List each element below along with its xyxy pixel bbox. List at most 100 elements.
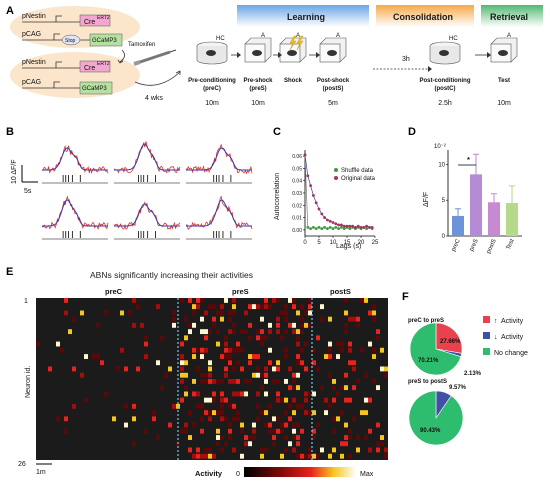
heat-cell: [208, 397, 212, 403]
stop-cassette: [61, 34, 81, 46]
x-tick-label: Test: [506, 238, 516, 251]
autocorr-y-label: Autocorrelation: [274, 173, 281, 220]
y-tick-label: 0.05: [292, 166, 302, 172]
heat-cell: [220, 391, 224, 397]
heat-cell: [280, 310, 284, 316]
heat-cell: [188, 410, 192, 416]
heat-cell: [196, 453, 200, 459]
heat-cell: [212, 453, 216, 459]
heat-cell: [240, 428, 244, 434]
heat-cell: [220, 316, 224, 322]
heat-cell: [208, 329, 212, 335]
heat-cell: [324, 354, 328, 359]
trace-scale-x-label: 5s: [24, 188, 32, 195]
heat-cell: [264, 335, 268, 341]
shuffle-point: [306, 226, 310, 229]
stage-0: HC Pre-conditioning (preC) 10m: [188, 36, 236, 107]
original-point: [312, 194, 315, 197]
heat-cell: [328, 347, 332, 353]
heat-cell: [188, 329, 192, 335]
heat-cell: [368, 341, 372, 347]
colorbar-max: Max: [360, 471, 374, 478]
heat-cell: [208, 379, 212, 384]
stage-abbr: (preS): [249, 86, 266, 92]
heat-cell: [116, 366, 120, 372]
heatmap-scale-label: 1m: [36, 469, 46, 476]
heat-cell: [372, 379, 376, 384]
heat-cell: [320, 316, 324, 322]
series-line: [304, 154, 373, 228]
heat-cell: [284, 304, 288, 310]
heat-cell: [320, 385, 324, 391]
legend-original-label: Original data: [341, 176, 376, 182]
gap-label: 3h: [402, 56, 410, 63]
heat-cell: [344, 298, 348, 303]
heat-cell: [224, 416, 228, 422]
heat-cell: [180, 341, 184, 347]
heat-cell: [340, 385, 344, 391]
heat-cell: [72, 366, 76, 372]
heat-cell: [244, 435, 248, 440]
heat-cell: [228, 428, 232, 434]
heat-cell: [196, 347, 200, 353]
heat-cell: [356, 322, 360, 328]
heat-cell: [224, 298, 228, 303]
heat-cell: [292, 385, 296, 391]
heat-cell: [56, 341, 60, 347]
fit-trace: [42, 147, 108, 171]
syringe-icon: [133, 49, 177, 66]
heat-cell: [232, 366, 236, 372]
heat-cell: [192, 322, 196, 328]
heat-cell: [264, 372, 268, 378]
heat-cell: [64, 416, 68, 422]
heat-cell: [172, 403, 176, 409]
heat-cell: [316, 422, 320, 428]
heat-cell: [296, 435, 300, 440]
raw-trace: [185, 195, 253, 231]
phase-learning-label: Learning: [287, 12, 325, 22]
promoter-label: pCAG: [22, 79, 41, 86]
heatmap-title: ABNs significantly increasing their acti…: [90, 270, 253, 280]
heat-cell: [172, 322, 176, 328]
phase-consolidation: [376, 5, 474, 27]
original-point: [342, 224, 346, 228]
bar-preC: [452, 215, 464, 236]
pie-slice-label: 9.57%: [449, 385, 467, 391]
heat-cell: [188, 298, 192, 303]
heat-cell: [332, 379, 336, 384]
heat-cell: [132, 441, 136, 447]
x-tick-label: postS: [486, 238, 498, 254]
heat-cell: [356, 447, 360, 453]
heat-cell: [272, 428, 276, 434]
mouse-icon: [252, 50, 262, 56]
x-tick-label: 25: [372, 240, 379, 246]
heat-cell: [348, 435, 352, 440]
heat-cell: [292, 435, 296, 440]
heat-cell: [188, 447, 192, 453]
heat-cell: [328, 453, 332, 459]
heat-cell: [276, 379, 280, 384]
heat-cell: [312, 360, 316, 366]
cage-label: A: [261, 33, 265, 39]
phase-consolidation-label: Consolidation: [393, 12, 453, 22]
heat-cell: [340, 347, 344, 353]
heat-cell: [184, 335, 188, 341]
raw-trace: [185, 143, 253, 175]
series-line: [304, 154, 373, 229]
heat-cell: [348, 397, 352, 403]
heat-cell: [328, 316, 332, 322]
heat-cell: [240, 422, 244, 428]
shuffle-point: [340, 226, 343, 229]
heat-cell: [264, 366, 268, 372]
original-point: [362, 226, 366, 229]
shock-bolt-icon: [289, 35, 304, 51]
original-point: [303, 153, 307, 157]
heat-cell: [276, 366, 280, 372]
heat-cell: [236, 360, 240, 366]
heat-cell: [136, 304, 140, 310]
pie1-title: preC to preS: [408, 318, 444, 324]
pie-slice-label: 90.43%: [420, 428, 441, 434]
heat-cell: [316, 366, 320, 372]
stage-abbr: (postS): [323, 86, 344, 92]
